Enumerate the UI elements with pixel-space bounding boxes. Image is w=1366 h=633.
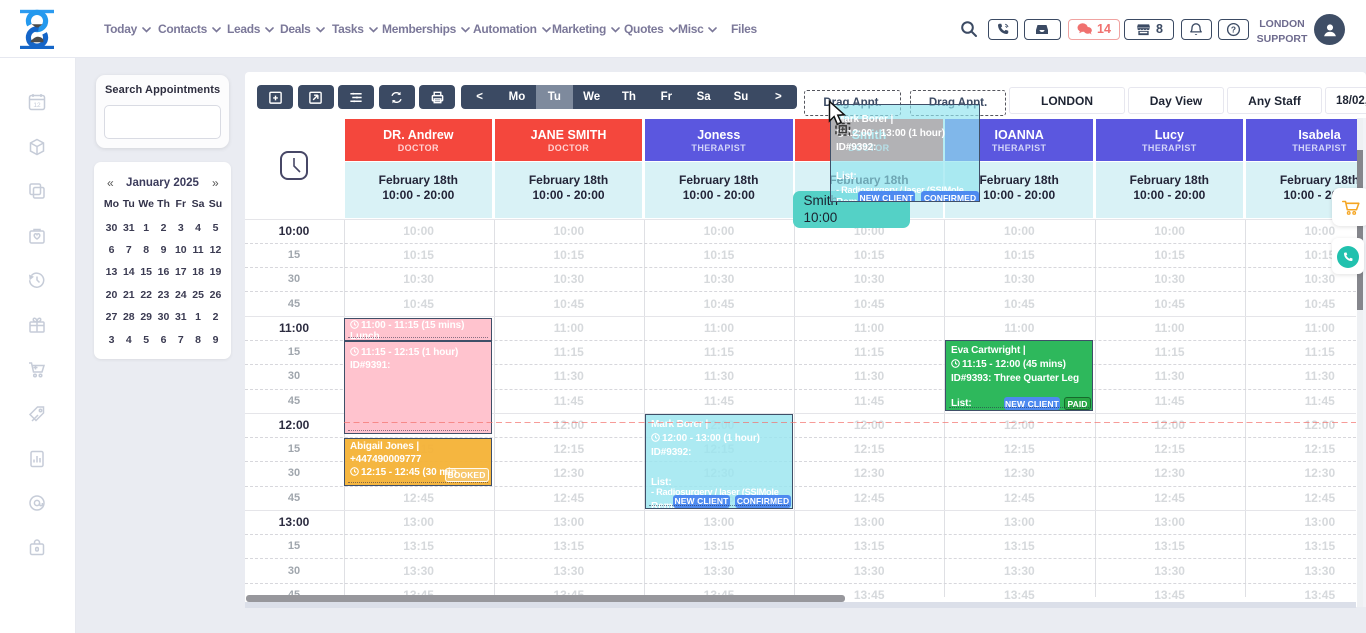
svg-text:12: 12	[33, 102, 41, 109]
svg-text:?: ?	[1231, 24, 1236, 34]
